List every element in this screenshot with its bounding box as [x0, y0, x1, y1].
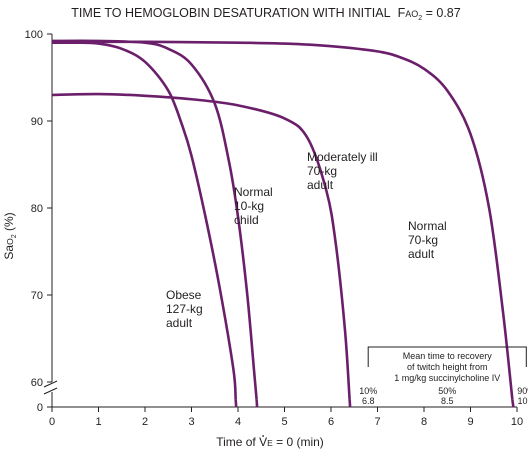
x-tick-label: 3 — [188, 416, 194, 428]
y-tick-label: 60 — [31, 377, 43, 389]
series-label-line: 127-kg — [166, 302, 203, 316]
series-lines — [51, 39, 515, 408]
obese-adult-curve — [51, 41, 237, 400]
x-tick-label: 10 — [511, 416, 523, 428]
x-axis-label-post: = 0 (min) — [273, 435, 324, 449]
chart-title-text: TIME TO HEMOGLOBIN DESATURATION WITH INI… — [71, 6, 390, 20]
y-axis-label-main: Sa — [2, 245, 16, 260]
x-tick-label: 8 — [421, 416, 427, 428]
x-axis-label-pre: Time of — [216, 435, 259, 449]
moderately-ill-adult-curve-drop — [348, 399, 352, 408]
x-axis-label-e: E — [267, 438, 273, 448]
chart-title: TIME TO HEMOGLOBIN DESATURATION WITH INI… — [71, 6, 460, 22]
chart-title-symbol: F — [398, 6, 406, 20]
x-tick-label: 1 — [95, 416, 101, 428]
inset-marker-percent: 10% — [359, 386, 377, 396]
axis-break-mark-2 — [43, 387, 58, 395]
series-label-line: adult — [408, 247, 435, 261]
series-label-line: Moderately ill — [307, 150, 378, 164]
y-tick-label: 80 — [31, 203, 43, 215]
series-label-line: Normal — [408, 219, 447, 233]
inset-marker-percent: 90% — [517, 386, 528, 396]
series-label-line: child — [234, 213, 259, 227]
moderately-ill-adult-curve — [51, 92, 351, 400]
inset-marker-time: 10.2 — [518, 396, 528, 406]
inset-bracket — [367, 346, 527, 367]
x-tick-label: 4 — [235, 416, 241, 428]
y-axis-label: SaO2 (%) — [2, 212, 18, 259]
x-tick-label: 6 — [328, 416, 334, 428]
y-axis-label-sub: O — [5, 238, 15, 245]
series-label-line: 70-kg — [408, 233, 438, 247]
axis-break-mark-1 — [43, 380, 58, 388]
inset-title-line: Mean time to recovery — [403, 351, 493, 361]
series-label-line: Obese — [166, 288, 202, 302]
inset-marker-time: 8.5 — [441, 396, 454, 406]
chart-title-sub: AO — [405, 9, 418, 19]
inset-marker-percent: 50% — [438, 386, 456, 396]
x-tick-label: 0 — [49, 416, 55, 428]
normal-adult-curve-drop — [511, 399, 515, 408]
series-label-line: 70-kg — [307, 164, 337, 178]
x-tick-label: 9 — [467, 416, 473, 428]
x-axis-label: Time of VE = 0 (min) — [216, 435, 324, 449]
y-tick-label-zero: 0 — [37, 402, 43, 414]
chart-title-value: = 0.87 — [422, 6, 461, 20]
y-axis-label-subsub: 2 — [11, 234, 18, 238]
x-tick-label: 7 — [374, 416, 380, 428]
inset-marker-time: 6.8 — [362, 396, 375, 406]
series-label-line: adult — [166, 316, 193, 330]
y-tick-label: 70 — [31, 290, 43, 302]
series-label: Normal 10-kg child — [234, 185, 273, 227]
obese-adult-curve-drop — [234, 399, 238, 408]
x-axis-label-v: V — [259, 435, 267, 449]
series-label-line: Normal — [234, 185, 273, 199]
x-tick-label: 2 — [142, 416, 148, 428]
series-label-line: adult — [307, 178, 334, 192]
inset-title-line: of twitch height from — [407, 362, 488, 372]
y-tick-label: 100 — [25, 29, 43, 41]
x-tick-label: 5 — [281, 416, 287, 428]
axis-ticks: 0 1 2 3 4 5 6 7 8 9 10 60 70 80 90 100 0 — [25, 29, 523, 428]
inset-title-line: 1 mg/kg succinylcholine IV — [394, 373, 500, 383]
series-label-line: 10-kg — [234, 199, 264, 213]
x-axis-label-vdot — [262, 435, 265, 437]
series-label: Obese 127-kg adult — [166, 288, 203, 330]
y-tick-label: 90 — [31, 116, 43, 128]
chart-title-subsub: 2 — [418, 15, 422, 22]
normal-child-curve-drop — [255, 399, 259, 408]
series-label: Normal 70-kg adult — [408, 219, 447, 261]
y-axis-label-rest: (%) — [2, 212, 16, 234]
series-label: Moderately ill 70-kg adult — [307, 150, 378, 192]
normal-adult-curve — [51, 40, 514, 400]
